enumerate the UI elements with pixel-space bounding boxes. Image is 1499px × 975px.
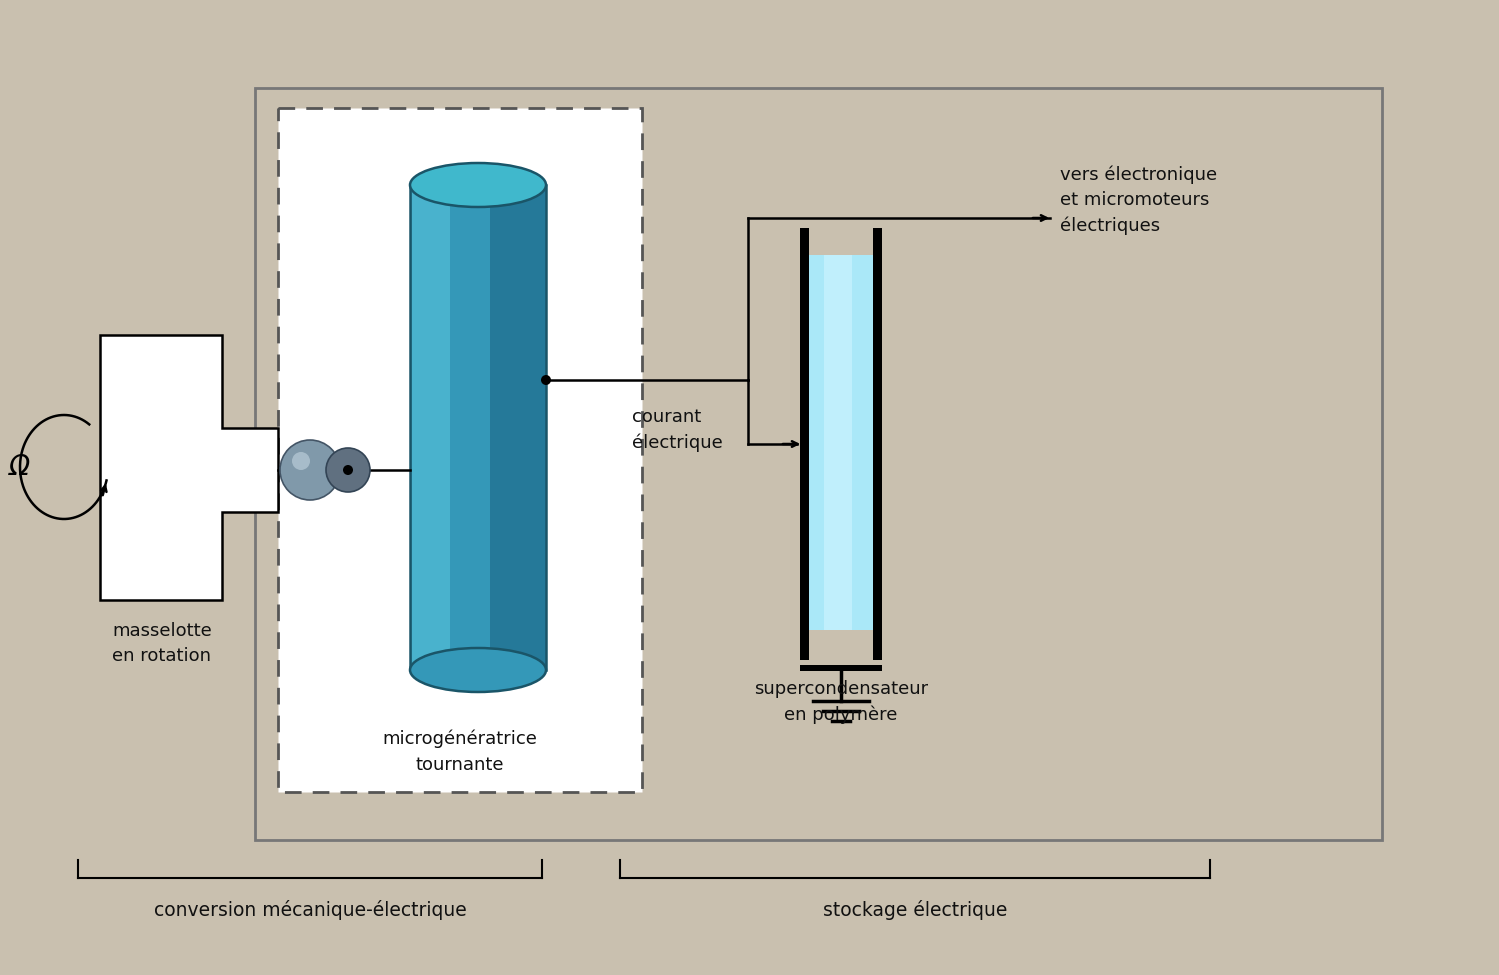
Bar <box>277 108 642 792</box>
Bar <box>800 228 809 660</box>
Text: conversion mécanique-électrique: conversion mécanique-électrique <box>153 900 466 920</box>
Text: microgénératrice
tournante: microgénératrice tournante <box>382 730 538 773</box>
Text: courant
électrique: courant électrique <box>633 409 723 451</box>
Circle shape <box>343 465 352 475</box>
Bar <box>874 228 883 660</box>
Circle shape <box>541 375 552 385</box>
Bar <box>824 255 853 630</box>
Polygon shape <box>490 185 546 670</box>
Ellipse shape <box>411 648 546 692</box>
Bar <box>411 185 546 670</box>
Text: Ω: Ω <box>9 453 30 481</box>
Text: vers électronique
et micromoteurs
électriques: vers électronique et micromoteurs électr… <box>1060 166 1217 235</box>
Circle shape <box>280 440 340 500</box>
Text: stockage électrique: stockage électrique <box>823 900 1007 920</box>
Polygon shape <box>412 185 450 670</box>
Bar <box>809 255 874 630</box>
Text: supercondensateur
en polymère: supercondensateur en polymère <box>754 680 928 723</box>
Polygon shape <box>100 335 277 600</box>
Circle shape <box>325 448 370 492</box>
Bar <box>255 88 1382 840</box>
Bar <box>800 665 883 671</box>
Bar <box>411 185 546 670</box>
Text: masselotte
en rotation: masselotte en rotation <box>112 622 211 665</box>
Ellipse shape <box>411 163 546 207</box>
Circle shape <box>292 452 310 470</box>
